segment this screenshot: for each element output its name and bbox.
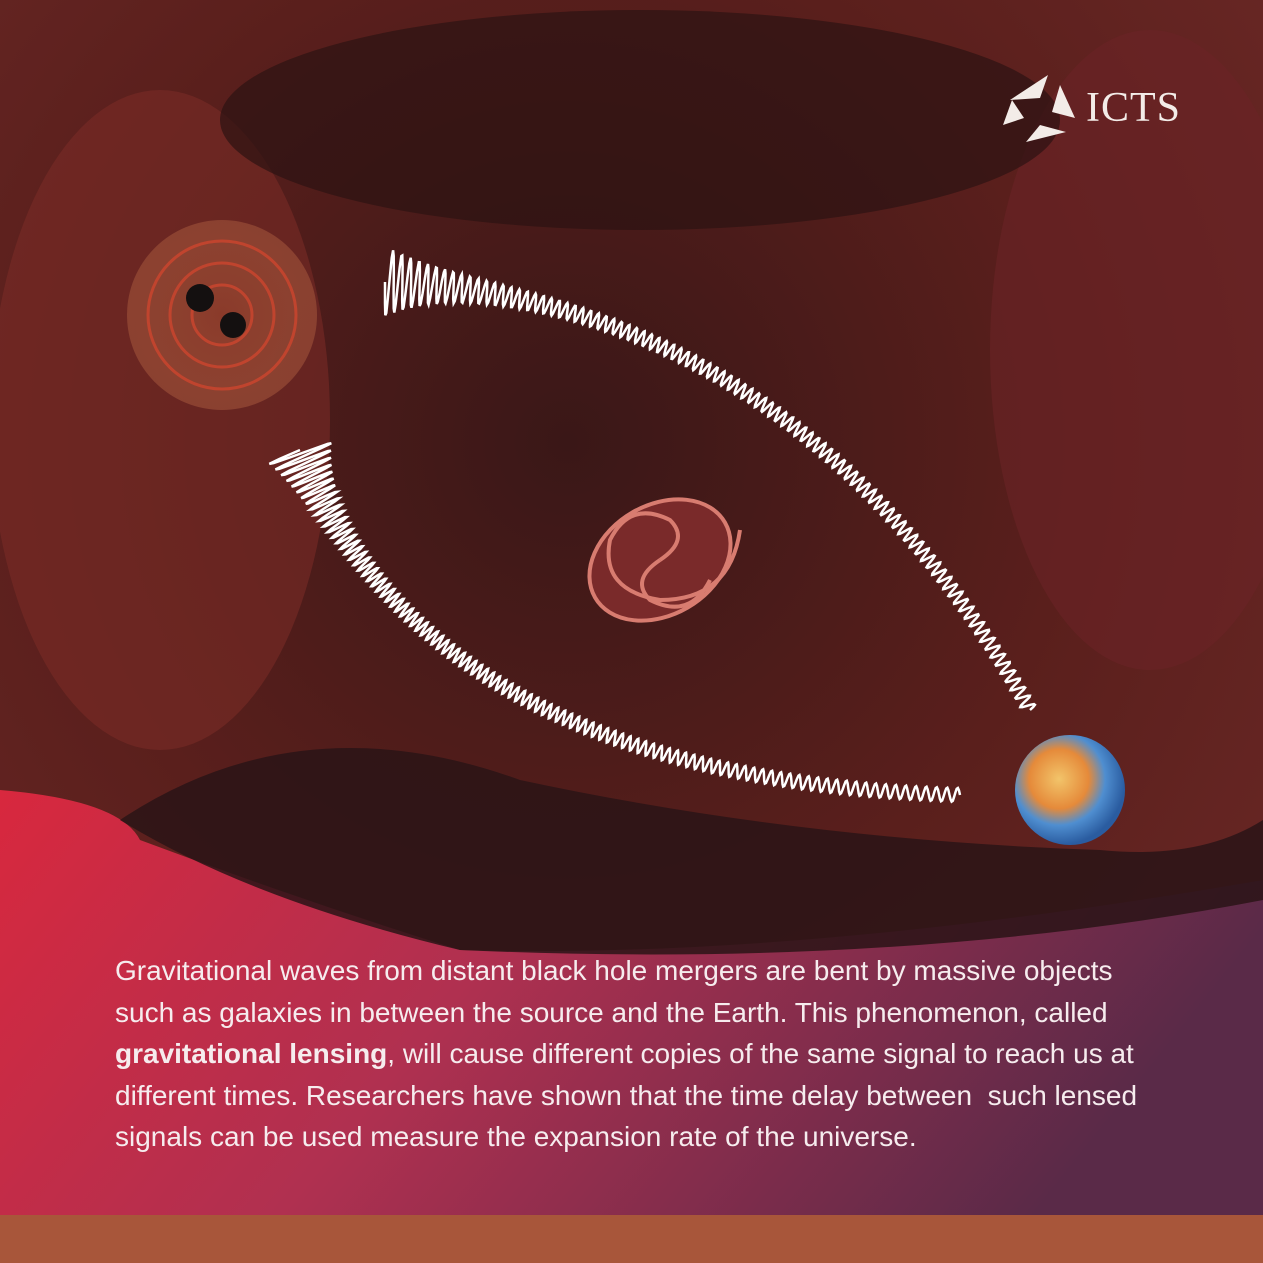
logo-text: ICTS (1086, 84, 1181, 132)
black-hole (186, 284, 214, 312)
caption-emphasis: gravitational lensing (115, 1038, 387, 1069)
merger-halo (127, 220, 317, 410)
wash (0, 90, 330, 750)
wash (220, 10, 1060, 230)
caption-text: Gravitational waves from distant black h… (115, 955, 1120, 1028)
infographic: ICTS Gravitational waves from distant bl… (0, 0, 1263, 1263)
black-hole (220, 312, 246, 338)
earth (1015, 735, 1125, 845)
caption: Gravitational waves from distant black h… (115, 950, 1170, 1158)
bottom-strip (0, 1215, 1263, 1263)
